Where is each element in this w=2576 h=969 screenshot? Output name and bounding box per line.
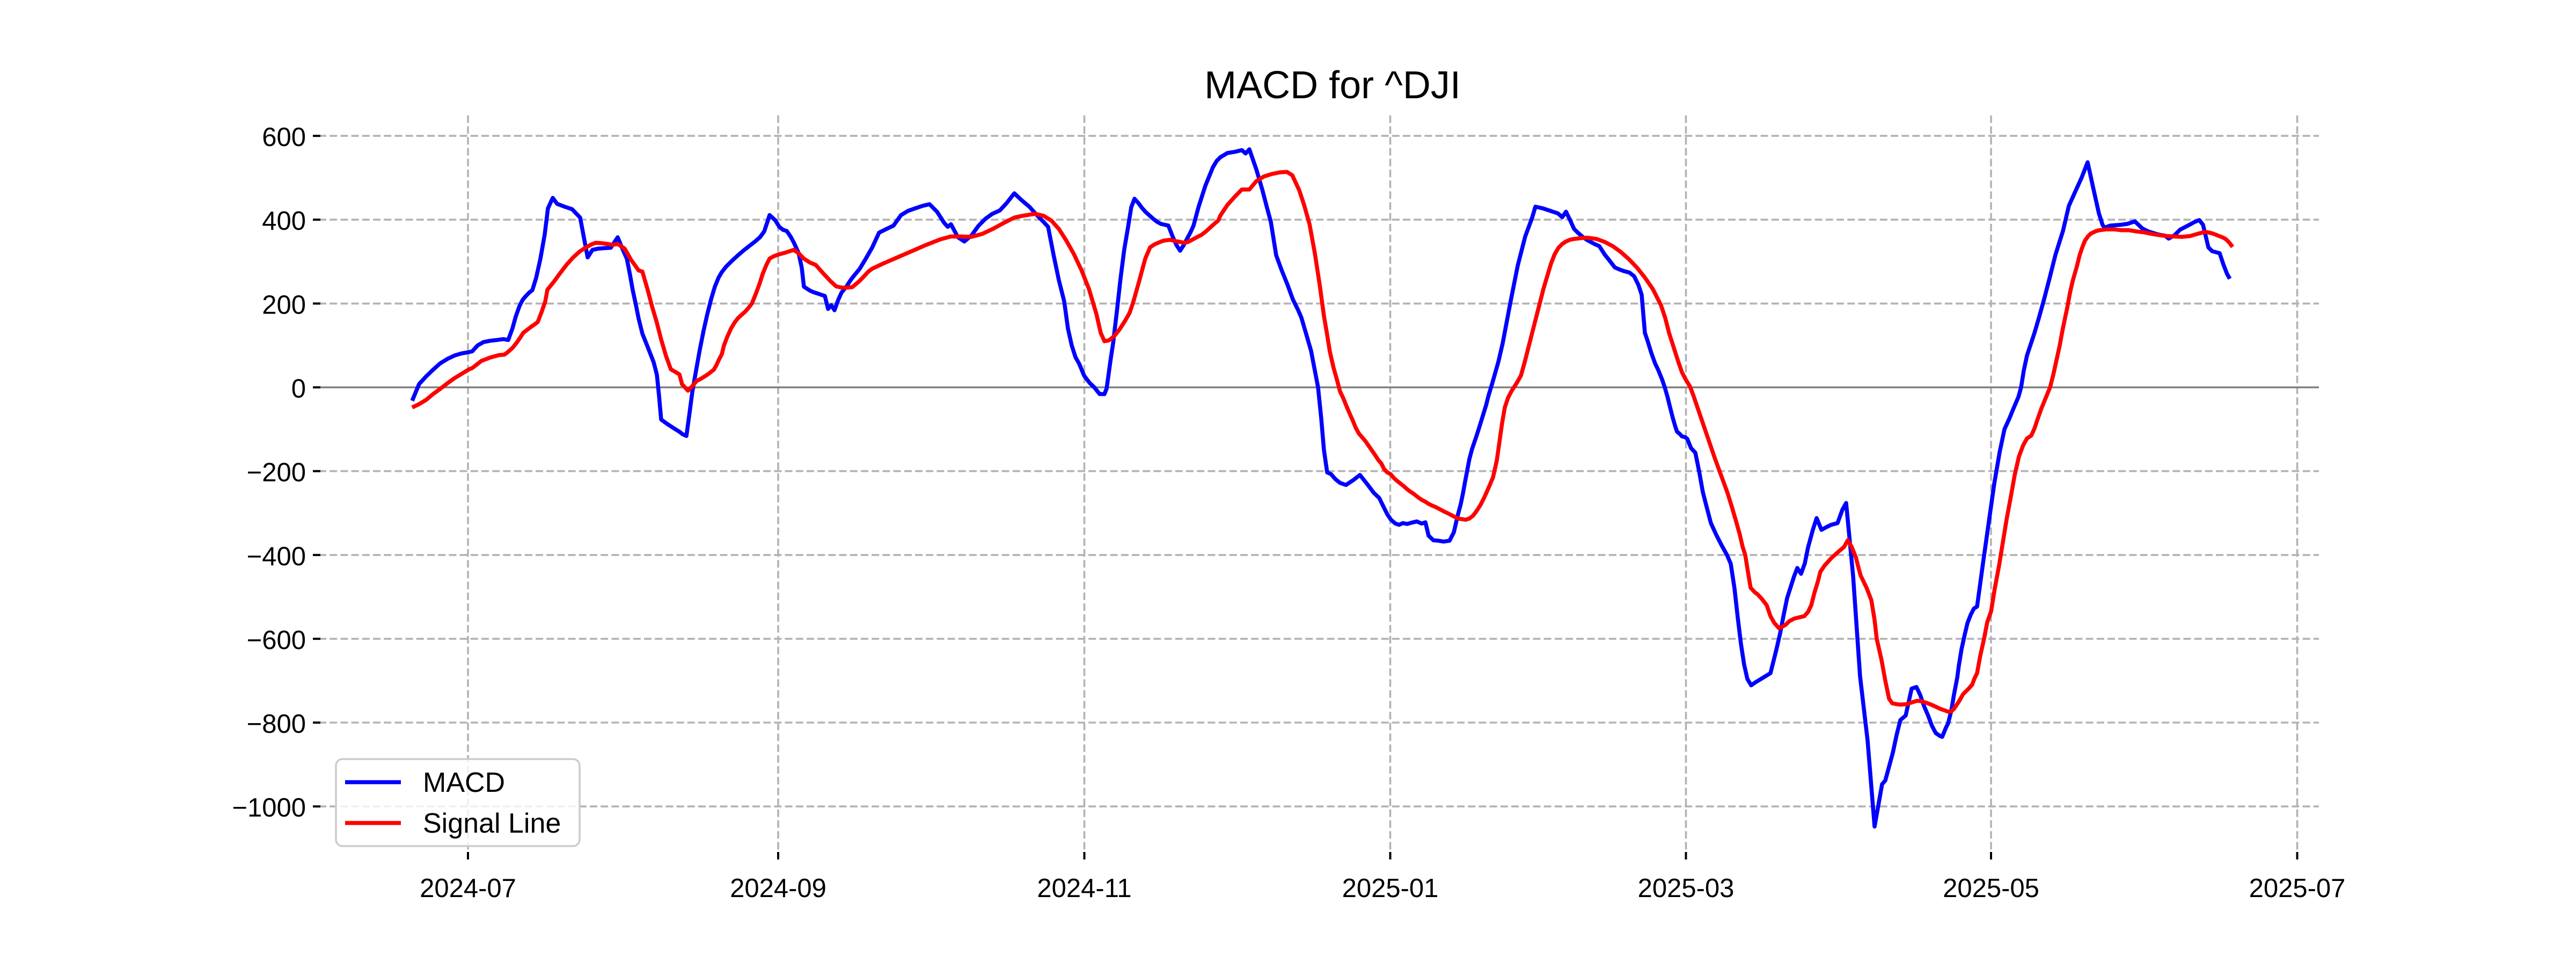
svg-text:2024-11: 2024-11 [1037, 874, 1131, 903]
svg-text:2025-01: 2025-01 [1342, 874, 1439, 903]
svg-text:200: 200 [262, 290, 306, 319]
svg-text:−200: −200 [247, 458, 306, 487]
svg-text:2024-09: 2024-09 [730, 874, 826, 903]
svg-text:MACD: MACD [423, 767, 505, 798]
svg-text:MACD for ^DJI: MACD for ^DJI [1204, 64, 1461, 107]
svg-text:−800: −800 [247, 710, 306, 739]
svg-text:2024-07: 2024-07 [420, 874, 516, 903]
svg-text:−1000: −1000 [232, 793, 306, 822]
svg-text:−600: −600 [247, 626, 306, 655]
svg-text:−400: −400 [247, 542, 306, 571]
svg-text:2025-07: 2025-07 [2249, 874, 2346, 903]
svg-text:0: 0 [291, 375, 306, 404]
svg-text:600: 600 [262, 123, 306, 152]
svg-text:2025-05: 2025-05 [1943, 874, 2039, 903]
svg-text:2025-03: 2025-03 [1638, 874, 1735, 903]
svg-text:400: 400 [262, 207, 306, 236]
svg-text:Signal Line: Signal Line [423, 808, 561, 839]
